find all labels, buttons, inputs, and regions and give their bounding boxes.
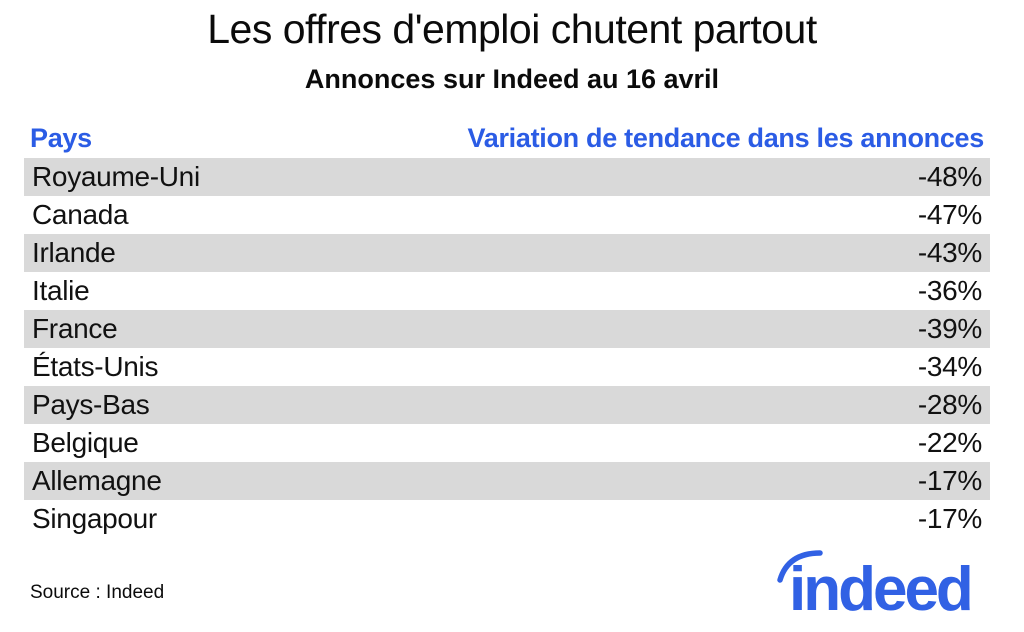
table-row: Canada -47% <box>24 196 990 234</box>
table-row: France -39% <box>24 310 990 348</box>
country-cell: Irlande <box>32 237 116 268</box>
column-header-pays: Pays <box>30 123 92 153</box>
country-cell: Royaume-Uni <box>32 161 200 192</box>
indeed-logo-graphic: indeed <box>777 550 974 622</box>
country-cell: Canada <box>32 199 129 230</box>
indeed-logo-text: indeed <box>789 555 971 622</box>
country-cell: Singapour <box>32 503 157 534</box>
value-cell: -48% <box>917 161 982 192</box>
value-cell: -17% <box>917 503 982 534</box>
country-cell: France <box>32 313 118 344</box>
country-cell: Pays-Bas <box>32 389 150 420</box>
country-cell: Belgique <box>32 427 139 458</box>
table-row: Irlande -43% <box>24 234 990 272</box>
page-title: Les offres d'emploi chutent partout <box>207 6 817 52</box>
indeed-logo: indeed <box>776 546 994 622</box>
value-cell: -34% <box>917 351 982 382</box>
value-cell: -28% <box>917 389 982 420</box>
table-row: Italie -36% <box>24 272 990 310</box>
value-cell: -36% <box>917 275 982 306</box>
table-row: États-Unis -34% <box>24 348 990 386</box>
value-cell: -47% <box>917 199 982 230</box>
indeed-swoosh-icon <box>777 550 823 583</box>
value-cell: -22% <box>917 427 982 458</box>
table-row: Pays-Bas -28% <box>24 386 990 424</box>
value-cell: -43% <box>917 237 982 268</box>
column-header-variation: Variation de tendance dans les annonces <box>467 123 985 153</box>
country-cell: Italie <box>32 275 90 306</box>
page-subtitle: Annonces sur Indeed au 16 avril <box>304 64 720 94</box>
source-attribution: Source : Indeed <box>30 582 165 603</box>
value-cell: -39% <box>917 313 982 344</box>
table-row: Allemagne -17% <box>24 462 990 500</box>
value-cell: -17% <box>917 465 982 496</box>
table-row: Royaume-Uni -48% <box>24 158 990 196</box>
table-row: Singapour -17% <box>24 500 990 538</box>
table-header-row: Pays Variation de tendance dans les anno… <box>24 123 990 158</box>
table-row: Belgique -22% <box>24 424 990 462</box>
country-cell: États-Unis <box>32 351 159 382</box>
country-variation-table: Pays Variation de tendance dans les anno… <box>24 123 990 538</box>
country-cell: Allemagne <box>32 465 162 496</box>
